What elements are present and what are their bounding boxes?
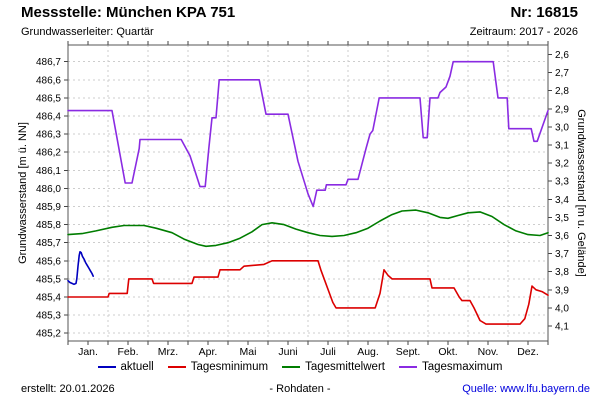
aktuell-line-swatch: [97, 366, 116, 368]
y-left-tick-label: 486,0: [36, 184, 61, 195]
y-right-tick-label: 4,0: [555, 303, 569, 314]
y-right-tick-label: 3,1: [555, 140, 569, 151]
series-line-tagesminimum: [67, 260, 549, 325]
y-left-tick-label: 486,3: [36, 130, 61, 141]
y-right-tick-label: 3,8: [555, 267, 569, 278]
y-left-tick-label: 485,6: [36, 256, 61, 267]
chart-legend: aktuell Tagesminimum Tagesmittelwert Tag…: [0, 361, 600, 373]
y-left-tick-label: 485,3: [36, 311, 61, 322]
y-left-axis-title: Grundwasserstand [m ü. NN]: [17, 122, 29, 264]
plot-frame: [67, 44, 549, 342]
y-left-tick-label: 486,2: [36, 148, 61, 159]
legend-item-tagesmaximum: Tagesmaximum: [398, 361, 503, 373]
y-left-tick-label: 486,5: [36, 93, 61, 104]
y-left-tick-label: 486,6: [36, 75, 61, 86]
y-left-tick-label: 485,4: [36, 293, 61, 304]
y-left-tick-label: 485,9: [36, 202, 61, 213]
y-left-tick-label: 486,1: [36, 166, 61, 177]
y-left-tick-label: 485,7: [36, 238, 61, 249]
legend-item-tagesminimum: Tagesminimum: [167, 361, 269, 373]
month-label: Mai: [240, 346, 257, 358]
y-left-tick-label: 486,7: [36, 57, 61, 68]
y-left-tick-label: 485,8: [36, 220, 61, 231]
y-right-axis-title: Grundwasserstand [m u. Gelände]: [575, 109, 587, 277]
legend-label: Tagesmaximum: [421, 361, 503, 373]
y-right-tick-label: 4,1: [555, 321, 569, 332]
series-line-tagesmaximum: [67, 60, 549, 208]
month-label: Apr.: [199, 346, 218, 358]
month-label: Okt.: [438, 346, 457, 358]
y-right-tick-label: 3,3: [555, 177, 569, 188]
y-right-tick-label: 3,5: [555, 213, 569, 224]
y-right-tick-label: 3,2: [555, 159, 569, 170]
series-line-aktuell: [67, 251, 94, 286]
legend-label: Tagesmittelwert: [305, 361, 385, 373]
legend-item-aktuell: aktuell: [97, 361, 154, 373]
y-right-tick-label: 3,9: [555, 285, 569, 296]
y-left-tick-label: 486,4: [36, 112, 61, 123]
tagesmittelwert-line-swatch: [282, 366, 301, 368]
month-label: Juli: [320, 346, 336, 358]
y-left-tick-label: 485,5: [36, 274, 61, 285]
y-right-tick-label: 2,6: [555, 50, 569, 61]
station-number: Nr: 16815: [510, 4, 578, 21]
y-right-tick-label: 3,6: [555, 231, 569, 242]
created-date: erstellt: 20.01.2026: [21, 383, 115, 395]
raw-data-note: - Rohdaten -: [269, 383, 331, 395]
y-right-tick-label: 2,9: [555, 104, 569, 115]
tagesminimum-line-swatch: [167, 366, 186, 368]
y-right-tick-label: 2,8: [555, 86, 569, 97]
y-left-tick-label: 485,2: [36, 329, 61, 340]
month-label: Nov.: [478, 346, 499, 358]
page-title: Messstelle: München KPA 751: [21, 4, 236, 21]
tagesmaximum-line-swatch: [398, 366, 417, 368]
month-label: Mrz.: [158, 346, 178, 358]
source-link[interactable]: Quelle: www.lfu.bayern.de: [462, 383, 590, 395]
y-right-tick-label: 3,4: [555, 195, 569, 206]
legend-label: Tagesminimum: [190, 361, 269, 373]
month-label: Sept.: [396, 346, 421, 358]
aquifer-label: Grundwasserleiter: Quartär: [21, 26, 154, 38]
month-label: Aug.: [357, 346, 379, 358]
y-right-tick-label: 3,7: [555, 249, 569, 260]
y-right-tick-label: 3,0: [555, 122, 569, 133]
month-label: Dez.: [517, 346, 539, 358]
y-right-tick-label: 2,7: [555, 68, 569, 79]
legend-label: aktuell: [120, 361, 154, 373]
period-label: Zeitraum: 2017 - 2026: [469, 26, 578, 38]
month-label: Feb.: [117, 346, 138, 358]
series-line-tagesmittelwert: [67, 209, 549, 248]
legend-item-tagesmittelwert: Tagesmittelwert: [282, 361, 385, 373]
month-label: Juni: [278, 346, 297, 358]
month-label: Jan.: [78, 346, 98, 358]
